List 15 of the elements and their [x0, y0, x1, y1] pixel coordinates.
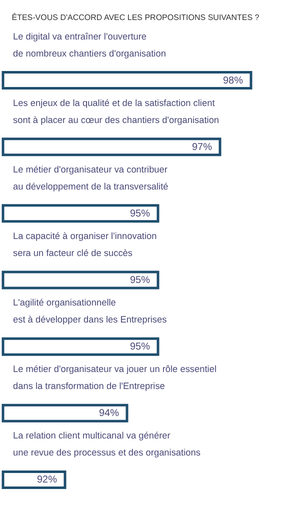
data-label: 95% [130, 208, 150, 220]
data-label: 95% [130, 275, 150, 286]
y-tick-label: Le digital va entraîner l'ouverture de nombreux chantiers d'organisation [13, 31, 166, 58]
data-label: 97% [192, 142, 212, 153]
y-tick-label: Le métier d'organisateur va jouer un rôle essentiel dans la transformation de l'Entreprise [13, 364, 216, 392]
y-tick-label: Le métier d'organisateur va contribuer au développement de la transversalité [13, 164, 168, 192]
y-tick-label: L'agilité organisationnelle est à développer dans les Entreprises [13, 298, 168, 325]
y-tick-label: La capacité à organiser l'innovation sera un facteur clé de succès [13, 231, 157, 258]
data-label: 95% [130, 342, 150, 353]
y-tick-label: Les enjeux de la qualité et de la satisfaction client sont à placer au cœur des chantiers d'organisation [13, 98, 220, 125]
text: ÊTES-VOUS D'ACCORD AVEC LES PROPOSITIONS SUIVANTES ? [12, 13, 260, 22]
y-tick-label: La relation client multicanal va générer une revue des processus et des organisations [13, 430, 201, 458]
data-label: 94% [98, 408, 120, 420]
data-label: 98% [222, 75, 244, 86]
data-label: 92% [36, 474, 58, 486]
